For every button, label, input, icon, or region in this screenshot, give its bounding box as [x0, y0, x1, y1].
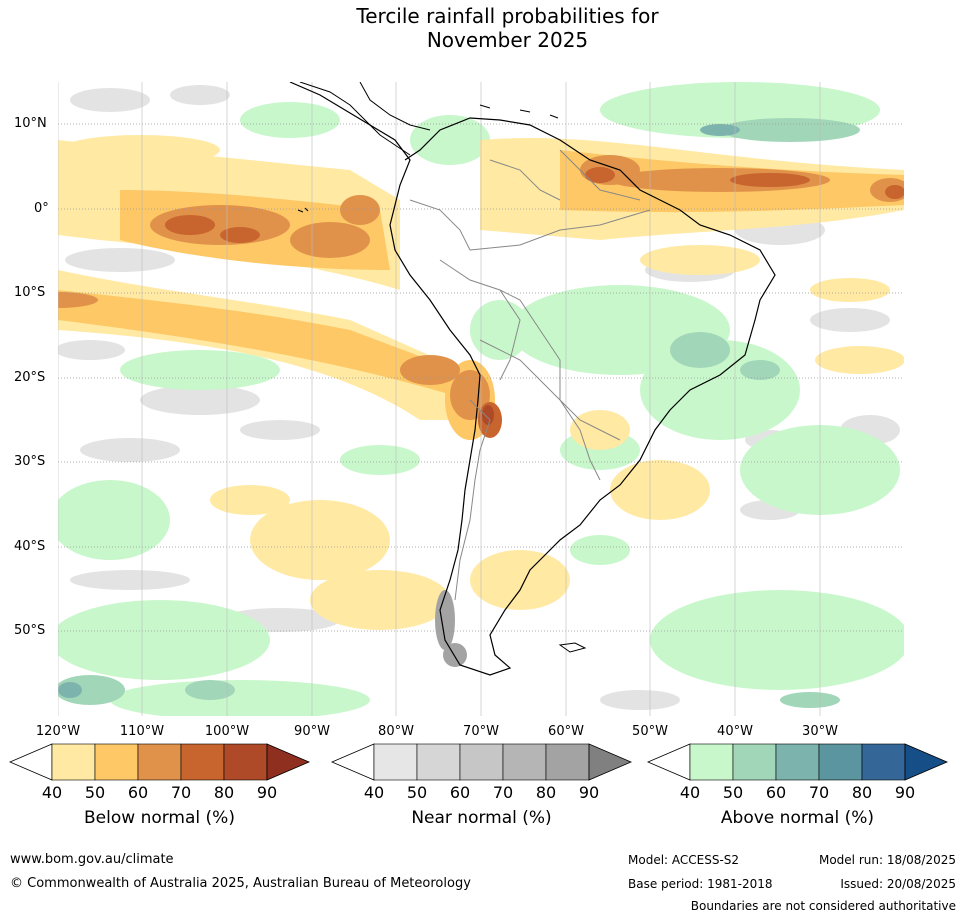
footer-model: Model: ACCESS-S2 — [628, 853, 740, 867]
lat-label-50s: 50°S — [14, 623, 46, 638]
galapagos-islands — [297, 207, 309, 213]
above-normal-60 — [58, 124, 740, 698]
footer-issued: Issued: 20/08/2025 — [840, 877, 956, 891]
below-normal-70 — [165, 167, 904, 438]
lon-label-110w: 110°W — [119, 724, 165, 739]
lon-label-120w: 120°W — [35, 724, 81, 739]
legend-swatch — [861, 743, 906, 781]
map-title: Tercile rainfall probabilities for Novem… — [0, 4, 965, 52]
legend-low-arrow — [646, 743, 691, 781]
lon-label-30w: 30°W — [802, 724, 838, 739]
legend-tick-label: 80 — [535, 783, 557, 802]
legend-tick-label: 50 — [84, 783, 106, 802]
legend-swatch — [502, 743, 547, 781]
legend-swatch — [180, 743, 225, 781]
title-line-2: November 2025 — [426, 28, 589, 52]
legend-title: Below normal (%) — [84, 808, 235, 828]
lat-label-40s: 40°S — [14, 539, 46, 554]
lon-label-100w: 100°W — [204, 724, 250, 739]
legend-swatch — [775, 743, 820, 781]
legend-swatch — [689, 743, 734, 781]
lat-label-30s: 30°S — [14, 454, 46, 469]
legend-swatch — [732, 743, 777, 781]
patagonia-near-normal — [435, 590, 467, 667]
caribbean-islands — [479, 104, 559, 119]
legend-tick-label: 70 — [492, 783, 514, 802]
legend-tick-label: 40 — [679, 783, 701, 802]
footer-url: www.bom.gov.au/climate — [10, 852, 174, 867]
footer-disclaimer: Boundaries are not considered authoritat… — [690, 899, 956, 913]
legend-tick-label: 70 — [808, 783, 830, 802]
lon-label-70w: 70°W — [463, 724, 499, 739]
legend-low-arrow — [8, 743, 53, 781]
legend-tick-label: 40 — [41, 783, 63, 802]
country-boundaries — [409, 149, 651, 601]
footer-model-run: Model run: 18/08/2025 — [818, 853, 956, 867]
legend-high-arrow — [904, 743, 949, 781]
legend-swatch — [223, 743, 268, 781]
central-america-coastline — [299, 82, 431, 156]
legend-high-arrow — [588, 743, 633, 781]
legend-title: Above normal (%) — [720, 808, 875, 828]
lat-label-10n: 10°N — [14, 116, 47, 131]
legend-swatch — [373, 743, 418, 781]
lon-label-90w: 90°W — [294, 724, 330, 739]
below-normal-80 — [482, 405, 494, 425]
legend-swatch — [51, 743, 96, 781]
legend-tick-label: 80 — [213, 783, 235, 802]
legend-swatch — [545, 743, 590, 781]
footer-base-period: Base period: 1981-2018 — [628, 877, 773, 891]
legend-swatch — [818, 743, 863, 781]
legend-title: Near normal (%) — [411, 808, 552, 828]
legend-tick-label: 50 — [406, 783, 428, 802]
title-line-1: Tercile rainfall probabilities for — [356, 4, 659, 28]
lon-label-60w: 60°W — [548, 724, 584, 739]
south-america-coastline — [289, 82, 776, 676]
lon-label-50w: 50°W — [632, 724, 668, 739]
legend-swatch — [94, 743, 139, 781]
lat-label-10s: 10°S — [14, 285, 46, 300]
legend-tick-label: 40 — [363, 783, 385, 802]
legend-tick-label: 60 — [127, 783, 149, 802]
legend-near-normal — [330, 743, 633, 781]
legend-above-normal — [646, 743, 949, 781]
above-normal-field — [58, 82, 904, 716]
legend-tick-label: 50 — [722, 783, 744, 802]
legend-swatch — [137, 743, 182, 781]
legend-swatch — [416, 743, 461, 781]
legend-tick-label: 60 — [449, 783, 471, 802]
footer-copyright: © Commonwealth of Australia 2025, Austra… — [10, 876, 471, 891]
legend-below-normal — [8, 743, 311, 781]
legend-high-arrow — [266, 743, 311, 781]
lon-label-80w: 80°W — [378, 724, 414, 739]
legend-tick-label: 60 — [765, 783, 787, 802]
lon-label-40w: 40°W — [717, 724, 753, 739]
lon-gridlines — [58, 82, 821, 716]
above-normal-50 — [58, 118, 860, 708]
legend-tick-label: 90 — [256, 783, 278, 802]
legend-tick-label: 80 — [851, 783, 873, 802]
legend-tick-label: 70 — [170, 783, 192, 802]
lat-label-20s: 20°S — [14, 370, 46, 385]
legend-tick-label: 90 — [578, 783, 600, 802]
legend-swatch — [459, 743, 504, 781]
lat-label-0: 0° — [34, 201, 49, 216]
legend-tick-label: 90 — [894, 783, 916, 802]
falkland-islands — [558, 642, 587, 653]
legend-low-arrow — [330, 743, 375, 781]
map-fields — [58, 82, 904, 716]
